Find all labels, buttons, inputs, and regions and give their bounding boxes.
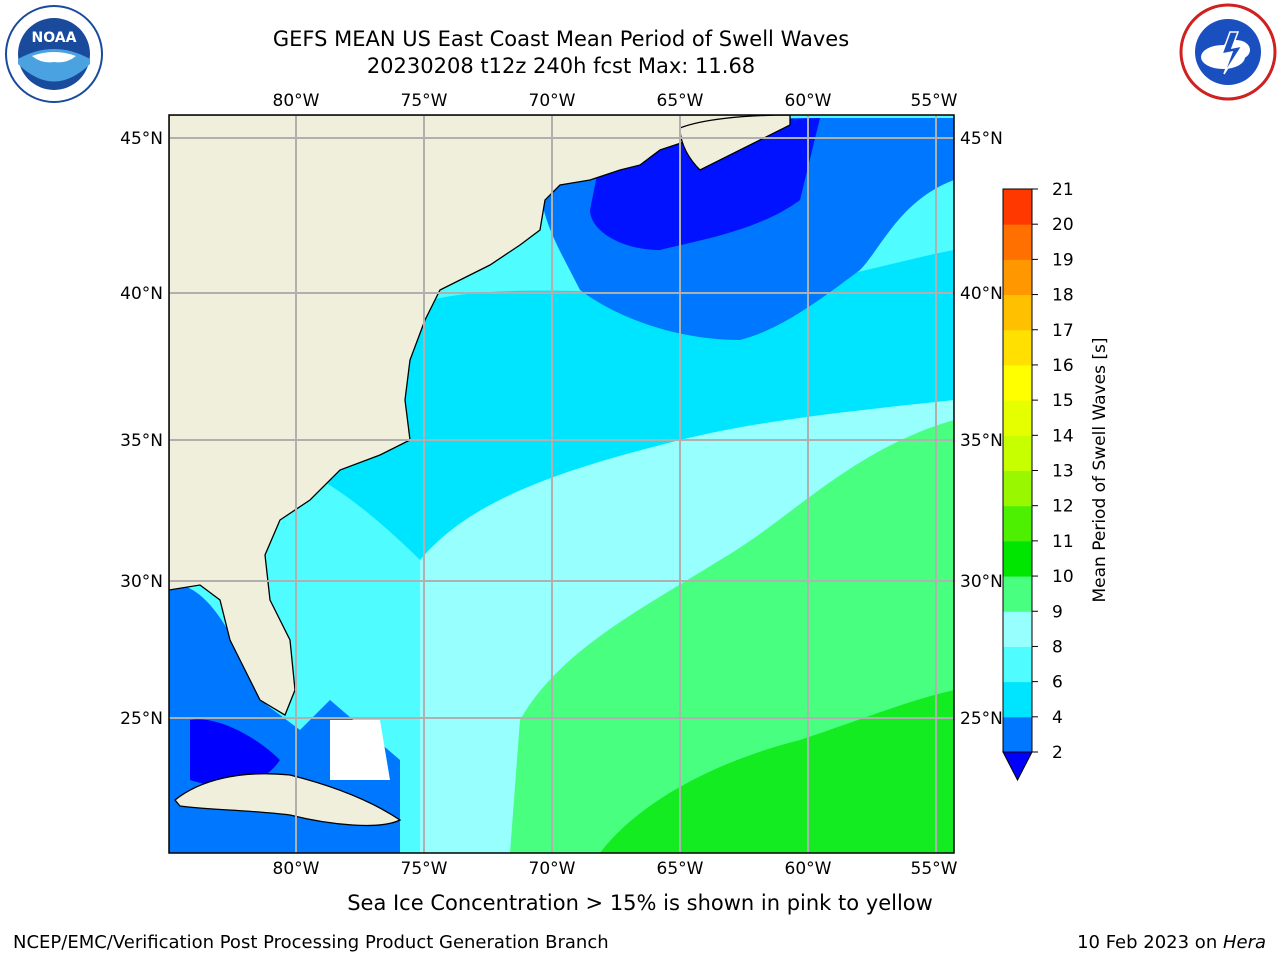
- colorbar-tick-label: 14: [1052, 426, 1074, 446]
- colorbar-segment: [1003, 505, 1032, 542]
- colorbar-segment: [1003, 611, 1032, 647]
- lon-label-top: 70°W: [529, 91, 576, 111]
- noaa-logo: NOAA: [5, 5, 103, 103]
- lat-label-left: 25°N: [120, 709, 163, 729]
- colorbar-segment: [1003, 400, 1032, 436]
- lon-label-bottom: 60°W: [785, 859, 832, 879]
- land-nova-scotia: [679, 115, 791, 171]
- lon-label-top: 55°W: [911, 91, 958, 111]
- colorbar-segment: [1003, 646, 1032, 683]
- swell-band-below-2s-gulf: [190, 719, 280, 786]
- colorbar-segment: [1003, 224, 1032, 260]
- lon-label-top: 65°W: [657, 91, 704, 111]
- lat-label-left: 30°N: [120, 572, 163, 592]
- lon-label-top: 75°W: [401, 91, 448, 111]
- colorbar-tick-label: 19: [1052, 250, 1074, 270]
- lat-label-right: 40°N: [960, 284, 1003, 304]
- colorbar-segment: [1003, 294, 1032, 331]
- lat-label-right: 45°N: [960, 129, 1003, 149]
- colorbar-tick-label: 15: [1052, 391, 1074, 411]
- lat-label-left: 40°N: [120, 284, 163, 304]
- map-title: GEFS MEAN US East Coast Mean Period of S…: [272, 27, 850, 51]
- colorbar-segment: [1003, 189, 1032, 225]
- colorbar-tick-label: 8: [1052, 637, 1063, 657]
- colorbar-segment: [1003, 716, 1032, 753]
- colorbar-tick-label: 12: [1052, 497, 1074, 517]
- colorbar-tick-label: 13: [1052, 462, 1074, 482]
- lon-label-top: 60°W: [785, 91, 832, 111]
- colorbar: 2 4 6 8 9 10 11 12 13 14 15 16 17 18 19 20 21: [1002, 180, 1074, 782]
- lat-label-left: 35°N: [120, 431, 163, 451]
- colorbar-tick-label: 11: [1052, 532, 1074, 552]
- colorbar-segment: [1003, 259, 1032, 296]
- map-frame: [168, 114, 955, 854]
- lon-label-bottom: 75°W: [401, 859, 448, 879]
- map-subtitle: 20230208 t12z 240h fcst Max: 11.68: [366, 54, 756, 78]
- colorbar-tick-label: 17: [1052, 321, 1074, 341]
- colorbar-segment: [1003, 576, 1032, 612]
- date-prefix: 10 Feb 2023 on: [1077, 932, 1223, 953]
- colorbar-segment: [1003, 540, 1032, 577]
- noaa-logo-text: NOAA: [32, 30, 77, 46]
- colorbar-segment: [1003, 435, 1032, 471]
- colorbar-tick-label: 18: [1052, 286, 1074, 306]
- colorbar-tick-label: 4: [1052, 708, 1063, 728]
- lon-label-bottom: 55°W: [911, 859, 958, 879]
- lat-label-right: 35°N: [960, 431, 1003, 451]
- lon-label-bottom: 70°W: [529, 859, 576, 879]
- lat-label-right: 25°N: [960, 709, 1003, 729]
- credit-text: NCEP/EMC/Verification Post Processing Pr…: [13, 932, 609, 953]
- colorbar-tick-label: 20: [1052, 215, 1074, 235]
- colorbar-extend-arrow: [1002, 751, 1033, 782]
- colorbar-segment: [1003, 681, 1032, 718]
- lon-label-bottom: 80°W: [273, 859, 320, 879]
- colorbar-tick-label: 10: [1052, 567, 1074, 587]
- nws-logo: [1179, 3, 1277, 101]
- lat-label-right: 30°N: [960, 572, 1003, 592]
- colorbar-tick-label: 6: [1052, 673, 1063, 693]
- colorbar-segment: [1003, 470, 1032, 507]
- colorbar-tick-label: 2: [1052, 743, 1063, 763]
- graticule: [169, 115, 954, 853]
- lon-label-bottom: 65°W: [657, 859, 704, 879]
- swell-band-10-11s: [600, 690, 954, 853]
- colorbar-label: Mean Period of Swell Waves [s]: [1090, 338, 1110, 603]
- sea-ice-note: Sea Ice Concentration > 15% is shown in …: [347, 891, 933, 915]
- lat-label-left: 45°N: [120, 129, 163, 149]
- machine-name: Hera: [1222, 932, 1266, 953]
- colorbar-tick-label: 21: [1052, 180, 1074, 200]
- colorbar-tick-label: 9: [1052, 602, 1063, 622]
- colorbar-tick-label: 16: [1052, 356, 1074, 376]
- colorbar-segment: [1003, 364, 1032, 401]
- land-cuba: [174, 773, 402, 827]
- date-text: 10 Feb 2023 on Hera: [1077, 932, 1266, 953]
- land-north-america: [169, 115, 762, 716]
- swell-band-4-6s: [300, 250, 954, 560]
- lon-label-top: 80°W: [273, 91, 320, 111]
- swell-period-map: 80°W 75°W 70°W 65°W 60°W 55°W 80°W 75°W …: [120, 91, 1110, 879]
- bahamas-no-data: [330, 720, 390, 780]
- colorbar-segment: [1003, 329, 1032, 366]
